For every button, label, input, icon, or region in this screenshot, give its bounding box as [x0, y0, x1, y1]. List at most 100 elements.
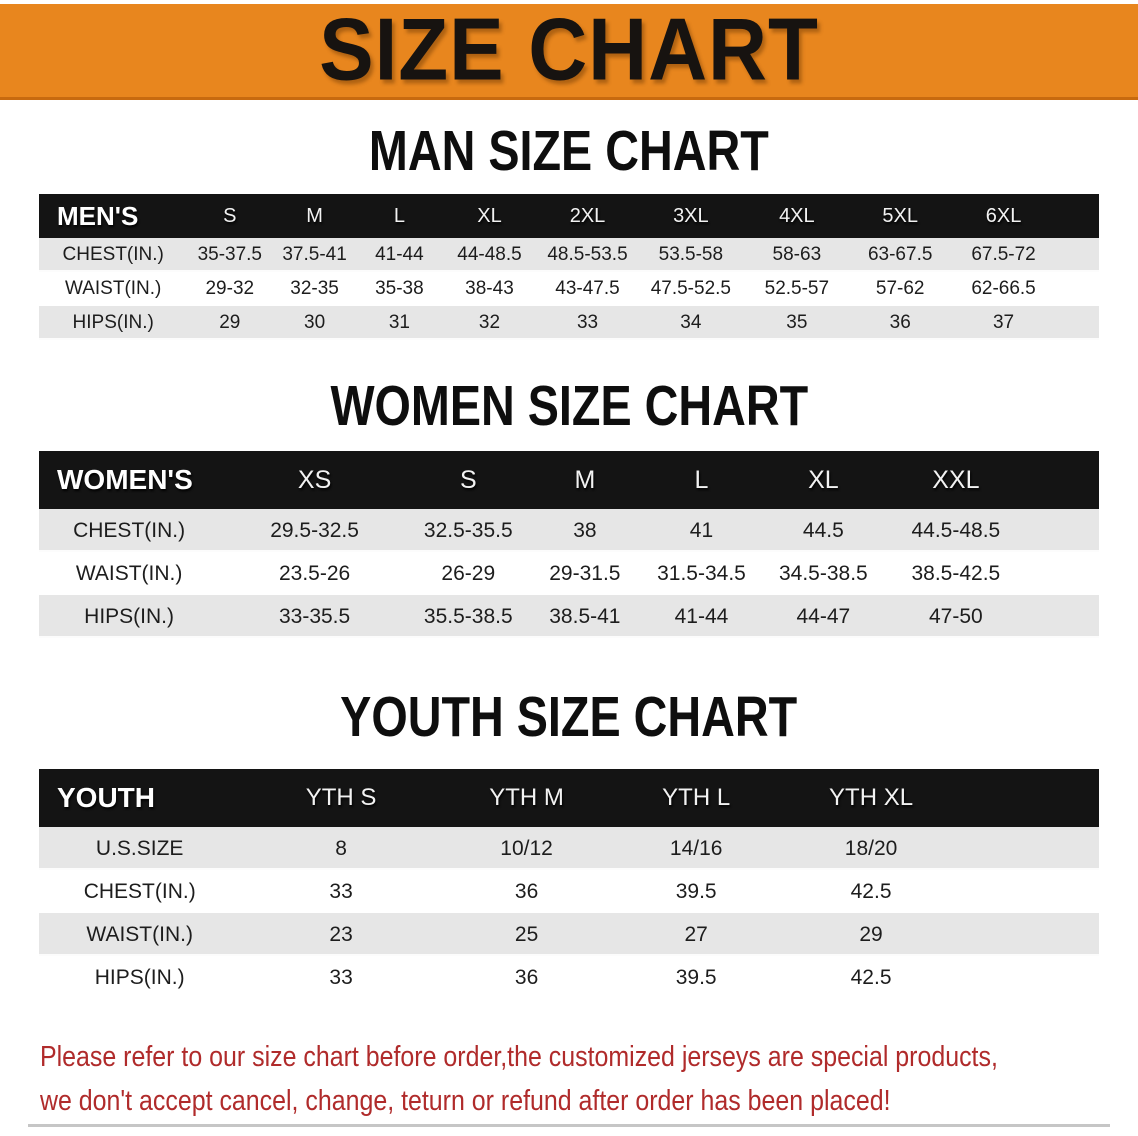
column-header: 6XL — [950, 194, 1057, 238]
table-cell: 33 — [240, 870, 442, 913]
table-cell: 42.5 — [780, 956, 962, 999]
table-cell: 33-35.5 — [219, 595, 410, 638]
header-filler — [1056, 194, 1099, 238]
table-cell: 23 — [240, 913, 442, 956]
table-cell: 38.5-42.5 — [886, 552, 1025, 595]
table-cell: 36 — [849, 306, 951, 340]
table-cell: 44.5-48.5 — [886, 509, 1025, 552]
table-row: HIPS(IN.) 33 36 39.5 42.5 — [39, 956, 1099, 999]
column-header: YOUTH — [39, 769, 241, 827]
table-cell: 62-66.5 — [950, 272, 1057, 306]
disclaimer-line-1: Please refer to our size chart before or… — [40, 1041, 998, 1073]
table-cell — [1024, 595, 1099, 638]
table-row: WAIST(IN.) 23 25 27 29 — [39, 913, 1099, 956]
table-cell: 23.5-26 — [219, 552, 410, 595]
banner: SIZE CHART — [0, 1, 1138, 100]
youth-size-table: YOUTH YTH S YTH M YTH L YTH XL U.S.SIZE … — [39, 769, 1099, 999]
column-header: WOMEN'S — [39, 451, 220, 509]
banner-title: SIZE CHART — [319, 1, 819, 99]
table-row: HIPS(IN.) 29 30 31 32 33 34 35 36 37 — [39, 306, 1099, 340]
table-cell: 33 — [240, 956, 442, 999]
header-filler — [961, 769, 1099, 827]
table-cell: 27 — [611, 913, 781, 956]
table-cell: 31.5-34.5 — [643, 552, 760, 595]
table-cell: 44.5 — [759, 509, 887, 552]
table-cell: 30 — [272, 306, 357, 340]
table-cell: 34.5-38.5 — [759, 552, 887, 595]
youth-table-header-row: YOUTH YTH S YTH M YTH L YTH XL — [39, 769, 1099, 827]
table-cell: 29-31.5 — [526, 552, 644, 595]
column-header: XXL — [886, 451, 1025, 509]
table-cell: 57-62 — [849, 272, 951, 306]
table-cell: 47.5-52.5 — [637, 272, 744, 306]
table-cell: 63-67.5 — [849, 238, 951, 272]
table-row: CHEST(IN.) 35-37.5 37.5-41 41-44 44-48.5… — [39, 238, 1099, 272]
men-section-heading-text: MAN SIZE CHART — [369, 119, 769, 183]
table-cell: 42.5 — [780, 870, 962, 913]
table-row: CHEST(IN.) 33 36 39.5 42.5 — [39, 870, 1099, 913]
table-cell: 53.5-58 — [637, 238, 744, 272]
column-header: YTH S — [240, 769, 442, 827]
row-label: WAIST(IN.) — [39, 272, 188, 306]
table-cell: 32 — [441, 306, 538, 340]
women-size-table: WOMEN'S XS S M L XL XXL CHEST(IN.) 29.5-… — [39, 451, 1099, 638]
table-cell: 35-38 — [356, 272, 442, 306]
row-label: CHEST(IN.) — [39, 870, 241, 913]
disclaimer-line-2: we don't accept cancel, change, teturn o… — [40, 1085, 891, 1117]
column-header: S — [187, 194, 273, 238]
table-cell — [961, 827, 1099, 870]
table-cell: 39.5 — [611, 956, 781, 999]
table-cell: 33 — [537, 306, 638, 340]
row-label: CHEST(IN.) — [39, 238, 188, 272]
table-cell: 29.5-32.5 — [219, 509, 410, 552]
row-label: HIPS(IN.) — [39, 595, 220, 638]
table-row: U.S.SIZE 8 10/12 14/16 18/20 — [39, 827, 1099, 870]
table-cell: 37 — [950, 306, 1057, 340]
table-cell: 43-47.5 — [537, 272, 638, 306]
column-header: YTH L — [611, 769, 781, 827]
women-section-heading: WOMEN SIZE CHART — [0, 374, 1138, 438]
table-cell: 38-43 — [441, 272, 538, 306]
table-cell: 38.5-41 — [526, 595, 644, 638]
column-header: M — [272, 194, 357, 238]
table-cell: 39.5 — [611, 870, 781, 913]
row-label: U.S.SIZE — [39, 827, 241, 870]
table-cell — [961, 956, 1099, 999]
table-cell: 47-50 — [886, 595, 1025, 638]
column-header: XL — [441, 194, 538, 238]
column-header: 3XL — [637, 194, 744, 238]
table-cell: 31 — [356, 306, 442, 340]
table-cell: 44-48.5 — [441, 238, 538, 272]
table-cell: 29 — [187, 306, 273, 340]
table-cell: 29 — [780, 913, 962, 956]
column-header: L — [643, 451, 760, 509]
men-section-heading: MAN SIZE CHART — [0, 119, 1138, 183]
table-cell: 36 — [441, 870, 612, 913]
women-section-heading-text: WOMEN SIZE CHART — [330, 374, 808, 438]
table-cell — [961, 870, 1099, 913]
table-row: HIPS(IN.) 33-35.5 35.5-38.5 38.5-41 41-4… — [39, 595, 1099, 638]
disclaimer: Please refer to our size chart before or… — [40, 1035, 1138, 1123]
column-header: YTH XL — [780, 769, 962, 827]
table-cell: 26-29 — [409, 552, 527, 595]
column-header: 2XL — [537, 194, 638, 238]
table-cell — [961, 913, 1099, 956]
table-cell: 35 — [743, 306, 850, 340]
table-row: WAIST(IN.) 29-32 32-35 35-38 38-43 43-47… — [39, 272, 1099, 306]
column-header: YTH M — [441, 769, 612, 827]
column-header: XL — [759, 451, 887, 509]
men-size-table: MEN'S S M L XL 2XL 3XL 4XL 5XL 6XL CHEST… — [39, 194, 1099, 340]
table-row: CHEST(IN.) 29.5-32.5 32.5-35.5 38 41 44.… — [39, 509, 1099, 552]
table-cell: 67.5-72 — [950, 238, 1057, 272]
table-cell: 8 — [240, 827, 442, 870]
table-cell: 29-32 — [187, 272, 273, 306]
column-header: 5XL — [849, 194, 951, 238]
column-header: XS — [219, 451, 410, 509]
column-header: S — [409, 451, 527, 509]
header-filler — [1024, 451, 1099, 509]
table-cell: 48.5-53.5 — [537, 238, 638, 272]
table-cell: 32-35 — [272, 272, 357, 306]
youth-section-heading-text: YOUTH SIZE CHART — [340, 685, 798, 749]
table-cell: 41 — [643, 509, 760, 552]
